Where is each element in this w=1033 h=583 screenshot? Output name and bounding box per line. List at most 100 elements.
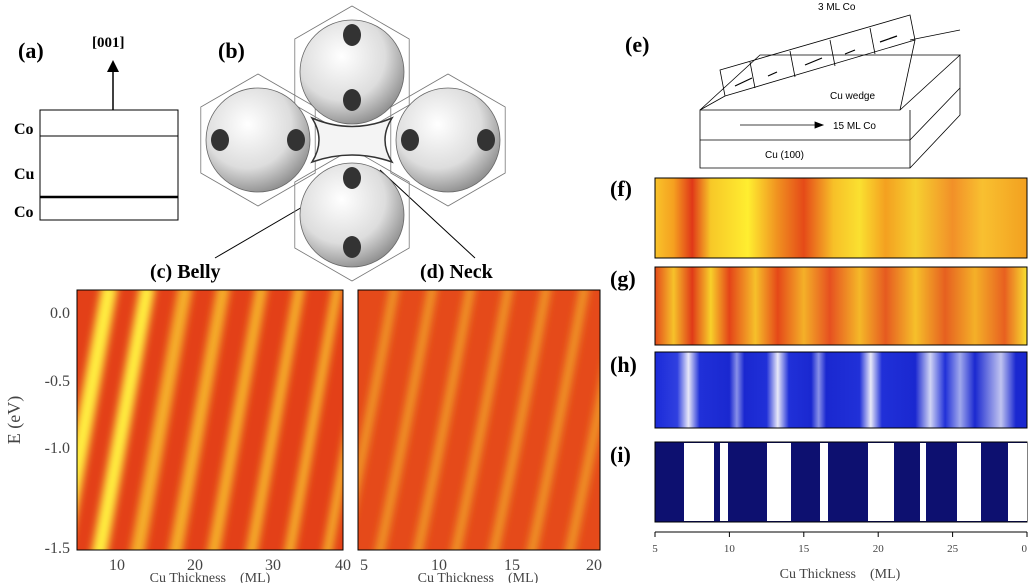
dot — [343, 24, 361, 46]
band — [767, 443, 791, 521]
sphere — [299, 162, 405, 268]
y-tick-label: -1.5 — [45, 540, 70, 557]
panel-b: (b) (c) Belly (d) Neck — [150, 5, 506, 283]
strip-i-bands — [684, 443, 1027, 521]
strips: (f) (g) (h) (i) 5 10 15 20 25 0 Cu Thickness … — [610, 176, 1028, 582]
x-tick-label: 25 — [947, 543, 959, 555]
neck-label: (d) Neck — [420, 261, 494, 283]
stripe — [323, 440, 343, 550]
x-tick-label: 10 — [724, 543, 736, 555]
stripe — [565, 381, 600, 550]
x-tick-label: 20 — [873, 543, 885, 555]
x-tick-label: 20 — [586, 557, 602, 574]
y-tick-label: -1.0 — [45, 440, 70, 457]
panel-label: (b) — [218, 38, 245, 63]
stripe — [246, 290, 305, 550]
layer-label: Co — [14, 204, 34, 221]
stripe — [130, 290, 193, 550]
panel-label: (i) — [610, 442, 631, 467]
arrow-head — [814, 121, 825, 129]
panel-label: (e) — [625, 32, 649, 57]
dot — [343, 236, 361, 258]
layer-label: 3 ML Co — [818, 2, 856, 13]
pointer — [379, 169, 476, 259]
x-tick-label: 30 — [265, 557, 281, 574]
neck-surface — [310, 116, 394, 164]
stripe — [358, 290, 399, 497]
strip-h — [654, 351, 1028, 429]
direction-label: [001] — [92, 35, 125, 51]
stripe — [451, 290, 513, 550]
panel-label: (g) — [610, 266, 636, 291]
x-tick-label: 40 — [335, 557, 351, 574]
panel-label: (f) — [610, 176, 632, 201]
band — [684, 443, 714, 521]
x-tick-label: 20 — [187, 557, 203, 574]
layer-label: Cu (100) — [765, 150, 804, 161]
x-tick-label: 15 — [504, 557, 520, 574]
stripe — [92, 290, 155, 550]
panel-e: (e) 3 ML Co Cu wedge 15 ML Co Cu (100) — [625, 2, 961, 169]
x-ticks: 5 10 15 20 25 0 — [652, 532, 1028, 555]
x-tick-label: 10 — [431, 557, 447, 574]
strip-g — [654, 266, 1028, 346]
x-tick-label: 15 — [798, 543, 810, 555]
x-tick-label: 0 — [1022, 543, 1028, 555]
y-tick-label: -0.5 — [45, 373, 70, 390]
x-tick-label: 5 — [360, 557, 368, 574]
stripe — [413, 290, 475, 550]
dot — [477, 129, 495, 151]
spin-arrows — [734, 35, 898, 87]
x-tick-label: 10 — [109, 557, 125, 574]
block — [699, 54, 961, 169]
sphere — [395, 87, 501, 193]
panel-a: (a) [001] Co Cu Co — [14, 35, 179, 221]
dot — [343, 89, 361, 111]
x-label: Cu Thickness (ML) — [780, 567, 901, 582]
band — [868, 443, 894, 521]
sphere — [299, 19, 405, 125]
panel-label: (h) — [610, 352, 637, 377]
layer-label: 15 ML Co — [833, 121, 876, 132]
x-label: Cu Thickness (ML) — [150, 571, 271, 583]
band — [820, 443, 828, 521]
band — [920, 443, 926, 521]
x-tick-label: 5 — [652, 543, 658, 555]
belly-label: (c) Belly — [150, 261, 221, 283]
heatmap-stripes — [77, 290, 343, 550]
stripe — [489, 290, 551, 550]
panel-d: 5 10 15 20 Cu Thickness (ML) — [357, 285, 661, 583]
panel-label: (a) — [18, 38, 44, 63]
stripe — [284, 290, 343, 550]
stripe — [527, 290, 589, 550]
stripe — [169, 290, 230, 550]
stripe — [207, 290, 268, 550]
band — [1008, 443, 1027, 521]
frame — [76, 289, 344, 551]
sphere — [205, 87, 311, 193]
y-tick-label: 0.0 — [50, 305, 70, 322]
dot — [287, 129, 305, 151]
band — [957, 443, 981, 521]
block-edges — [699, 54, 961, 168]
x-label: Cu Thickness (ML) — [418, 571, 539, 583]
strip-f — [654, 177, 1028, 259]
panel-c: E (eV) 0.0 -0.5 -1.0 -1.5 10 20 30 40 Cu… — [4, 289, 351, 583]
cells — [749, 27, 876, 89]
y-label: E (eV) — [4, 396, 25, 444]
dot — [401, 129, 419, 151]
top-layer — [699, 14, 961, 111]
dot — [211, 129, 229, 151]
stripe — [606, 285, 661, 560]
dot — [343, 167, 361, 189]
band — [720, 443, 728, 521]
stripe — [375, 290, 437, 550]
layer-label: Cu — [14, 166, 35, 183]
stripe — [77, 290, 118, 511]
heatmap-stripes — [358, 285, 661, 560]
layer-label: Co — [14, 121, 34, 138]
frame — [357, 289, 601, 551]
arrow-head — [107, 60, 119, 72]
layer-stack — [39, 109, 179, 221]
